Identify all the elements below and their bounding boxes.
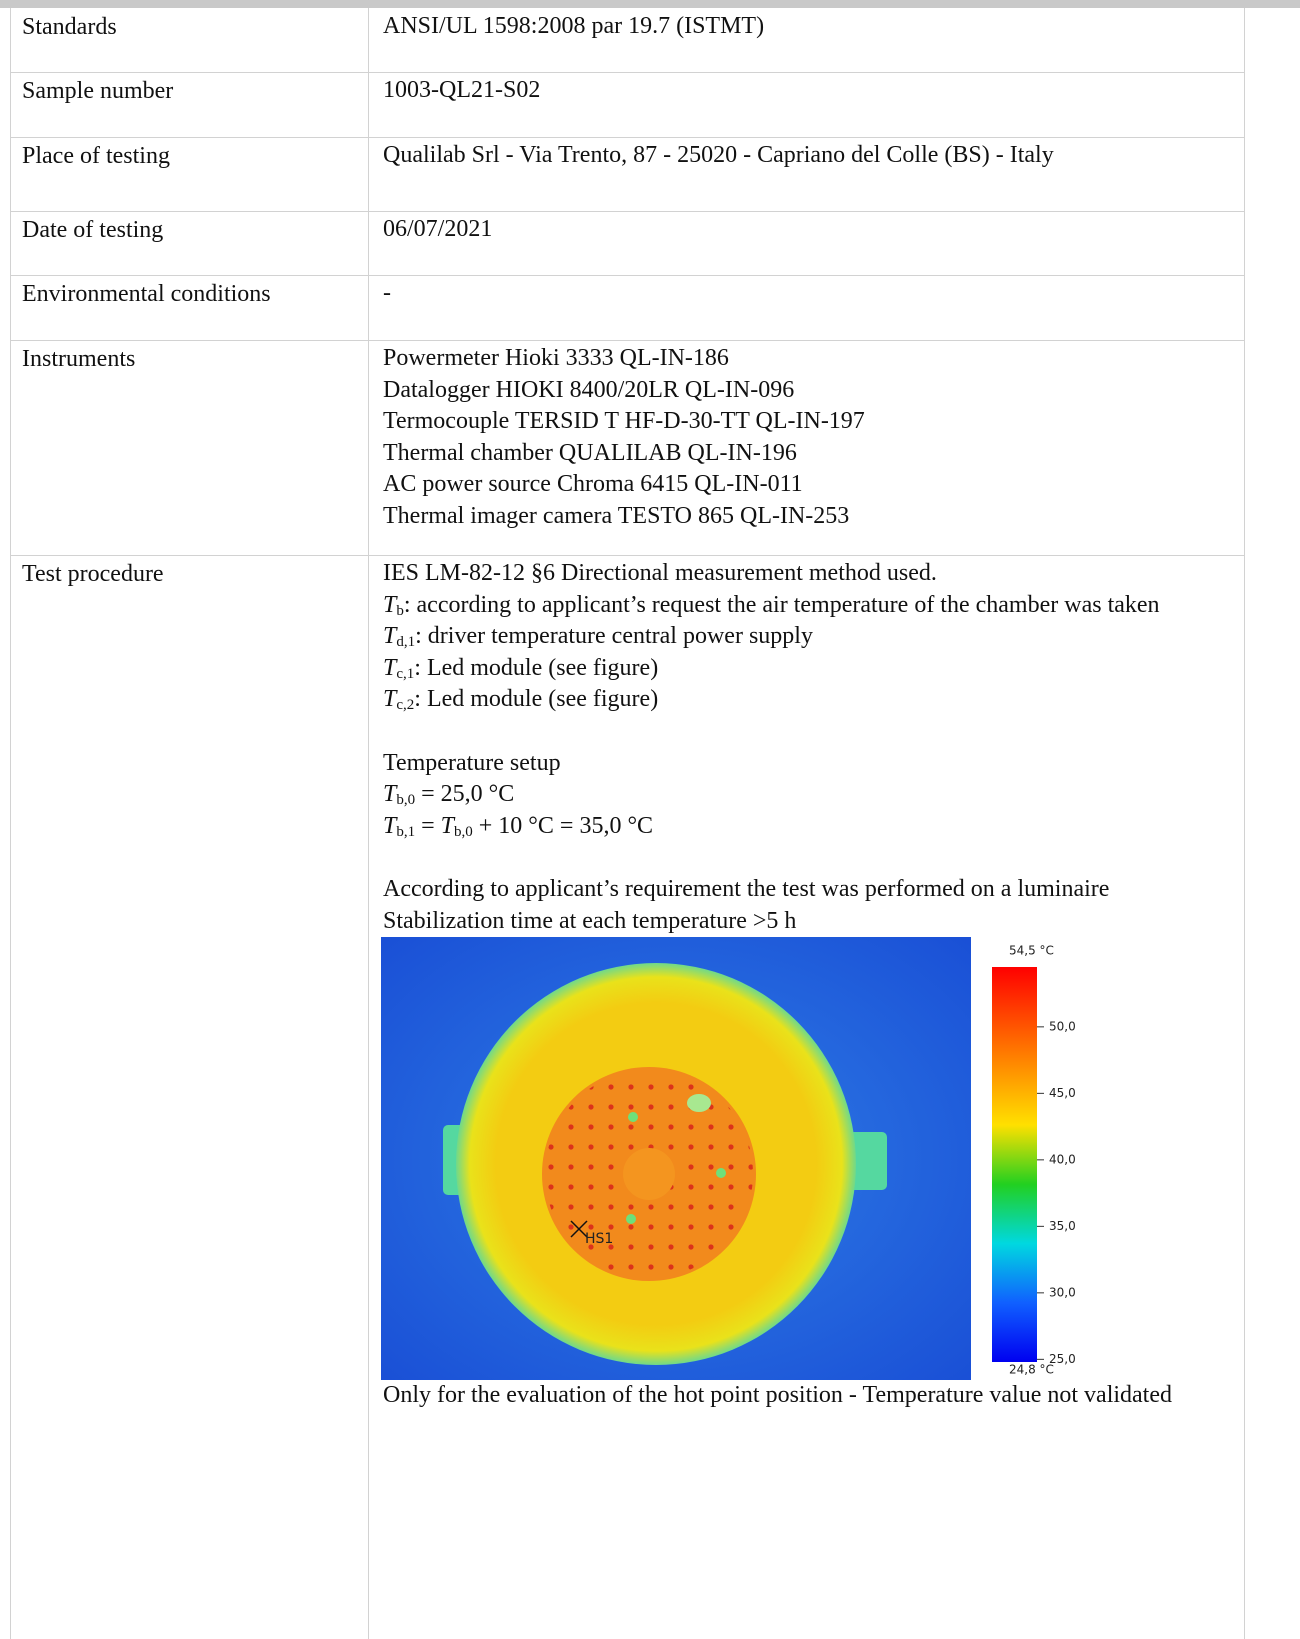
text-line: 1003-QL21-S02 [383,77,541,103]
text-line: Tb: according to applicant’s request the… [383,590,1238,622]
spacer [383,842,1238,874]
column-divider [368,8,369,1639]
text: Stabilization time at each temperature >… [383,907,797,934]
table-row: Sample number 1003-QL21-S02 [10,72,1244,138]
text-line: Temperature setup [383,748,1238,780]
row-label: Place of testing [22,143,170,169]
table-row: Environmental conditions - [10,275,1244,341]
hot-spot [687,1094,711,1113]
text-line: AC power source Chroma 6415 QL-IN-011 [383,471,803,498]
subscript: c,2 [396,697,415,714]
row-label: Date of testing [22,217,164,243]
module-center [623,1148,675,1201]
text: : according to applicant’s request the a… [403,591,1160,618]
text-line: IES LM-82-12 §6 Directional measurement … [383,558,1238,590]
row-value: Qualilab Srl - Via Trento, 87 - 25020 - … [383,140,1238,172]
symbol: T [383,686,397,713]
text-line: Qualilab Srl - Via Trento, 87 - 25020 - … [383,142,1054,168]
row-value: 06/07/2021 [383,214,1238,246]
scale-tick-label: 30,0 [1049,1285,1076,1299]
subscript: b,0 [396,792,416,809]
table-row: Test procedure IES LM-82-12 §6 Directiona… [10,555,1244,1638]
marker-label: HS1 [585,1231,613,1247]
text: = [415,812,441,839]
text-line: Tc,2: Led module (see figure) [383,684,1238,716]
text: Temperature setup [383,749,561,776]
scale-tick-label: 40,0 [1049,1152,1076,1166]
text: IES LM-82-12 §6 Directional measurement … [383,560,937,586]
text-line: Stabilization time at each temperature >… [383,906,1238,938]
symbol: T [440,812,455,839]
subscript: b [396,602,404,619]
text-line: Thermal chamber QUALILAB QL-IN-196 [383,439,797,466]
text-line: According to applicant’s requirement the… [383,874,1238,906]
subscript: d,1 [396,634,416,651]
subscript: c,1 [396,665,415,682]
thermal-image: 54,5 °C 24,8 °C 50,0 45,0 40,0 35,0 30,0 25,0 HS… [381,937,1094,1381]
text-line: Datalogger HIOKI 8400/20LR QL-IN-096 [383,376,795,403]
text-line: Termocouple TERSID T HF-D-30-TT QL-IN-19… [383,408,865,435]
text-line: Tb,0 = 25,0 °C [383,779,1238,811]
hot-spot [716,1168,726,1179]
row-value: Powermeter Hioki 3333 QL-IN-186 Datalogge… [383,343,1238,533]
row-value: - [383,278,1238,310]
text: + 10 °C = 35,0 °C [472,812,654,839]
row-label: Standards [22,14,117,40]
color-bar [992,967,1037,1363]
scale-tick-label: 25,0 [1049,1352,1076,1366]
row-label: Environmental conditions [22,281,271,307]
row-value: IES LM-82-12 §6 Directional measurement … [381,558,1238,1412]
table-row: Date of testing 06/07/2021 [10,211,1244,276]
table-border [1244,8,1245,1639]
row-label: Instruments [22,346,136,372]
text: : Led module (see figure) [414,686,659,713]
spacer [383,716,1238,748]
scale-min-label: 24,8 °C [1009,1363,1054,1377]
hot-spot [626,1214,636,1225]
text-line: - [383,280,391,306]
row-label: Sample number [22,78,174,104]
text-line: Tb,1 = Tb,0 + 10 °C = 35,0 °C [383,811,1238,843]
row-label: Test procedure [22,561,164,587]
row-value: 1003-QL21-S02 [383,75,1238,107]
symbol: T [383,781,397,808]
symbol: T [383,623,397,650]
text-line: Tc,1: Led module (see figure) [383,653,1238,685]
symbol: T [383,654,397,681]
marker-cross [570,1220,588,1238]
text: = 25,0 °C [415,781,515,808]
subscript: b,1 [396,823,416,840]
text-line: 06/07/2021 [383,216,493,242]
table-row: Place of testing Qualilab Srl - Via Trent… [10,137,1244,212]
text-line: Powermeter Hioki 3333 QL-IN-186 [383,345,729,371]
subscript: b,0 [454,823,473,840]
scale-tick-label: 35,0 [1049,1219,1076,1233]
top-bar [0,0,1300,8]
row-value: ANSI/UL 1598:2008 par 19.7 (ISTMT) [383,11,1238,43]
text: : Led module (see figure) [414,654,659,681]
scale-tick-label: 50,0 [1049,1019,1076,1033]
text: According to applicant’s requirement the… [383,875,1110,902]
symbol: T [383,812,397,839]
table-border [10,8,11,1639]
text-line: Thermal imager camera TESTO 865 QL-IN-25… [383,502,850,529]
table-row: Standards ANSI/UL 1598:2008 par 19.7 (IST… [10,8,1244,73]
table-row: Instruments Powermeter Hioki 3333 QL-IN-1… [10,340,1244,556]
scale-tick-label: 45,0 [1049,1086,1076,1100]
hot-spot [628,1112,638,1123]
symbol: T [383,591,397,618]
text-line: ANSI/UL 1598:2008 par 19.7 (ISTMT) [383,13,765,39]
caption: Only for the evaluation of the hot point… [383,1382,1172,1409]
scale-max-label: 54,5 °C [1009,944,1054,958]
tab [847,1132,887,1191]
text: : driver temperature central power suppl… [415,623,813,650]
text-line: Td,1: driver temperature central power s… [383,621,1238,653]
